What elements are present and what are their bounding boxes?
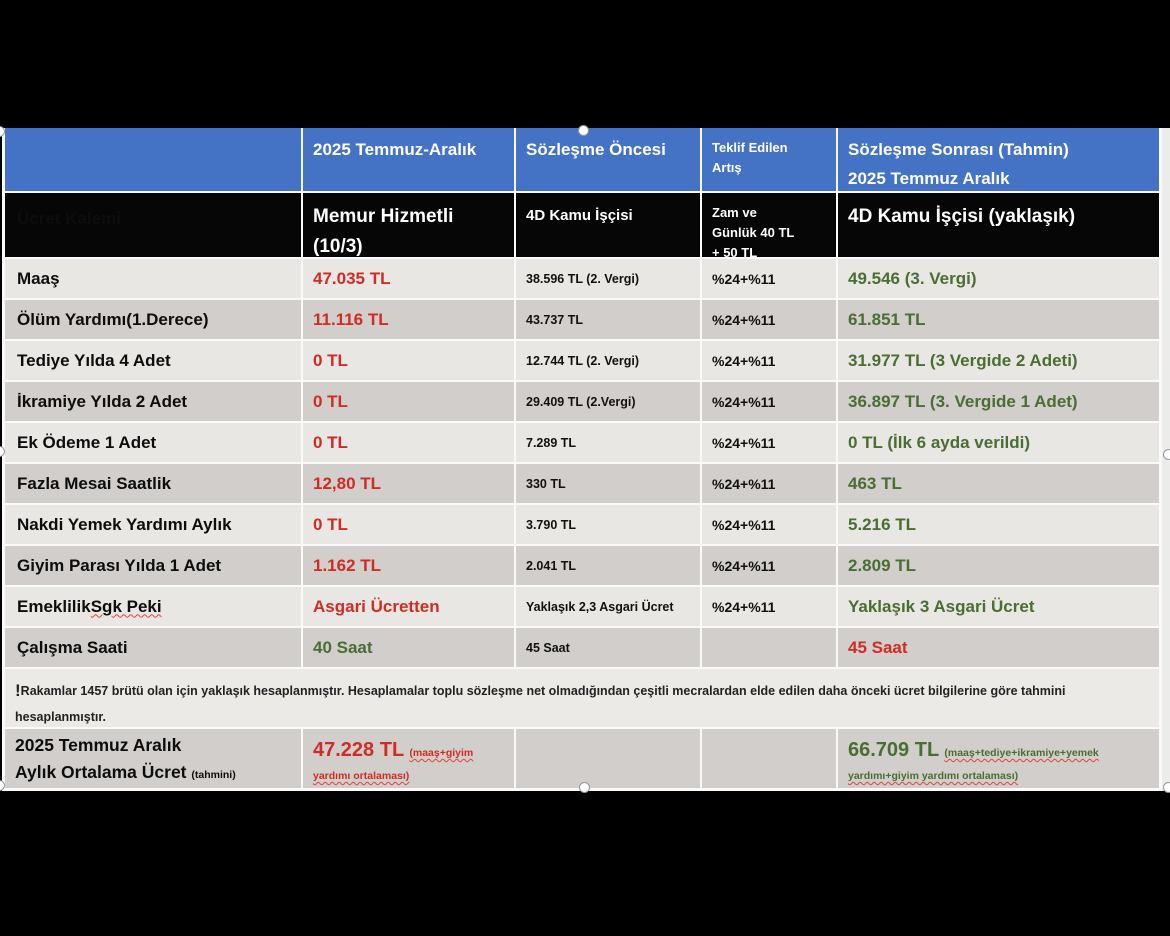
maas-sonrasi-value: 49.546 (3. Vergi) xyxy=(838,259,1159,298)
mesai-sonrasi-value: 463 TL xyxy=(838,464,1159,503)
tediye-oncesi-value: 12.744 TL (2. Vergi) xyxy=(516,341,700,380)
maas-zam-value: %24+%11 xyxy=(702,259,836,298)
subheader-raise-detail: Zam ve Günlük 40 TL + 50 TL xyxy=(702,193,836,257)
emeklilik-label: Emeklilik Sgk Peki xyxy=(5,587,301,626)
header-blank xyxy=(5,128,301,191)
summary-sonrasi-note: (maaş+tediye+ikramiye+yemek yardımı+giyi… xyxy=(848,747,1099,782)
mesai-memur-value: 12,80 TL xyxy=(303,464,514,503)
header-pre-contract: Sözleşme Öncesi xyxy=(516,128,700,191)
giyim-oncesi-value: 2.041 TL xyxy=(516,546,700,585)
resize-handle-bottom-right[interactable] xyxy=(1163,782,1170,793)
header-post-contract: Sözleşme Sonrası (Tahmin) 2025 Temmuz Ar… xyxy=(838,128,1159,191)
summary-label-line2: Aylık Ortalama Ücret (tahmini) xyxy=(15,761,236,782)
yemek-label: Nakdi Yemek Yardımı Aylık xyxy=(5,505,301,544)
calisma-sonrasi-value: 45 Saat xyxy=(838,628,1159,667)
ikramiye-label: İkramiye Yılda 2 Adet xyxy=(5,382,301,421)
summary-memur-note: (maaş+giyim yardımı ortalaması) xyxy=(313,747,474,782)
ekodeme-zam-value: %24+%11 xyxy=(702,423,836,462)
maas-oncesi-value: 38.596 TL (2. Vergi) xyxy=(516,259,700,298)
olum-label: Ölüm Yardımı(1.Derece) xyxy=(5,300,301,339)
emeklilik-oncesi-value: Yaklaşık 2,3 Asgari Ücret xyxy=(516,587,700,626)
subheader-memur: Memur Hizmetli (10/3) xyxy=(303,193,514,257)
ikramiye-zam-value: %24+%11 xyxy=(702,382,836,421)
olum-sonrasi-value: 61.851 TL xyxy=(838,300,1159,339)
resize-handle-right-middle[interactable] xyxy=(1163,449,1170,460)
ikramiye-sonrasi-value: 36.897 TL (3. Vergide 1 Adet) xyxy=(838,382,1159,421)
mesai-label: Fazla Mesai Saatlik xyxy=(5,464,301,503)
summary-zam-empty xyxy=(702,729,836,788)
giyim-sonrasi-value: 2.809 TL xyxy=(838,546,1159,585)
maas-memur-value: 47.035 TL xyxy=(303,259,514,298)
subheader-4d-worker: 4D Kamu İşçisi xyxy=(516,193,700,257)
footnote-exclamation: ! xyxy=(15,681,21,700)
subheader-wage-item: Ücret Kalemi xyxy=(5,193,301,257)
yemek-sonrasi-value: 5.216 TL xyxy=(838,505,1159,544)
olum-zam-value: %24+%11 xyxy=(702,300,836,339)
tediye-zam-value: %24+%11 xyxy=(702,341,836,380)
summary-label-note: (tahmini) xyxy=(191,768,236,781)
summary-label-line1: 2025 Temmuz Aralık xyxy=(15,735,182,756)
footnote: !Rakamlar 1457 brütü olan için yaklaşık … xyxy=(5,669,1159,727)
mesai-oncesi-value: 330 TL xyxy=(516,464,700,503)
summary-memur-cell: 47.228 TL (maaş+giyim yardımı ortalaması… xyxy=(303,729,514,788)
yemek-memur-value: 0 TL xyxy=(303,505,514,544)
ekodeme-sonrasi-value: 0 TL (İlk 6 ayda verildi) xyxy=(838,423,1159,462)
emeklilik-memur-value: Asgari Ücretten xyxy=(303,587,514,626)
giyim-zam-value: %24+%11 xyxy=(702,546,836,585)
giyim-memur-value: 1.162 TL xyxy=(303,546,514,585)
summary-label: 2025 Temmuz Aralık Aylık Ortalama Ücret … xyxy=(5,729,301,788)
ikramiye-memur-value: 0 TL xyxy=(303,382,514,421)
yemek-zam-value: %24+%11 xyxy=(702,505,836,544)
mesai-zam-value: %24+%11 xyxy=(702,464,836,503)
giyim-label: Giyim Parası Yılda 1 Adet xyxy=(5,546,301,585)
ekodeme-memur-value: 0 TL xyxy=(303,423,514,462)
olum-oncesi-value: 43.737 TL xyxy=(516,300,700,339)
tediye-sonrasi-value: 31.977 TL (3 Vergide 2 Adeti) xyxy=(838,341,1159,380)
olum-memur-value: 11.116 TL xyxy=(303,300,514,339)
ekodeme-oncesi-value: 7.289 TL xyxy=(516,423,700,462)
ekodeme-label: Ek Ödeme 1 Adet xyxy=(5,423,301,462)
calisma-memur-value: 40 Saat xyxy=(303,628,514,667)
footnote-line1: Rakamlar 1457 brütü olan için yaklaşık h… xyxy=(15,684,1066,725)
header-proposed-raise: Teklif Edilen Artış xyxy=(702,128,836,191)
summary-memur-value: 47.228 TL xyxy=(313,739,410,761)
calisma-zam-value xyxy=(702,628,836,667)
salary-comparison-table: 2025 Temmuz-Aralık Sözleşme Öncesi Tekli… xyxy=(2,128,1162,791)
summary-sonrasi-value: 66.709 TL xyxy=(848,739,945,761)
tediye-memur-value: 0 TL xyxy=(303,341,514,380)
summary-oncesi-empty xyxy=(516,729,700,788)
maas-label: Maaş xyxy=(5,259,301,298)
tediye-label: Tediye Yılda 4 Adet xyxy=(5,341,301,380)
emeklilik-label-text: Emeklilik xyxy=(17,596,91,616)
yemek-oncesi-value: 3.790 TL xyxy=(516,505,700,544)
calisma-oncesi-value: 45 Saat xyxy=(516,628,700,667)
header-period: 2025 Temmuz-Aralık xyxy=(303,128,514,191)
emeklilik-zam-value: %24+%11 xyxy=(702,587,836,626)
resize-handle-top-center[interactable] xyxy=(578,125,589,136)
emeklilik-label-spellcheck: Sgk Peki xyxy=(90,596,162,616)
summary-sonrasi-cell: 66.709 TL (maaş+tediye+ikramiye+yemek ya… xyxy=(838,729,1159,788)
emeklilik-sonrasi-value: Yaklaşık 3 Asgari Ücret xyxy=(838,587,1159,626)
subheader-4d-approx: 4D Kamu İşçisi (yaklaşık) xyxy=(838,193,1159,257)
ikramiye-oncesi-value: 29.409 TL (2.Vergi) xyxy=(516,382,700,421)
resize-handle-bottom-center[interactable] xyxy=(579,782,590,793)
calisma-label: Çalışma Saati xyxy=(5,628,301,667)
